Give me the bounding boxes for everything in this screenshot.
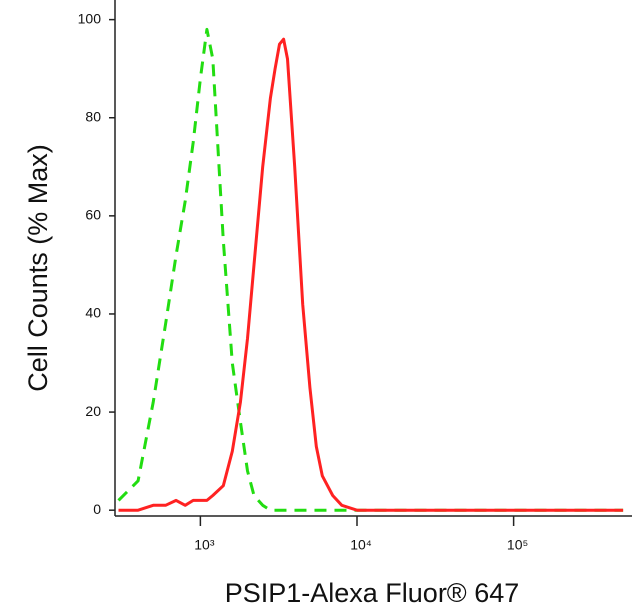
y-tick-label: 40 [85,305,101,321]
x-axis-label: PSIP1-Alexa Fluor® 647 [225,578,520,608]
y-tick-label: 60 [85,207,101,223]
y-axis-label: Cell Counts (% Max) [23,144,53,392]
y-tick-label: 80 [85,108,101,124]
y-tick-label: 100 [78,10,102,26]
x-tick-label: 10³ [194,537,215,553]
y-tick-label: 0 [93,501,101,517]
y-tick-label: 20 [85,403,101,419]
x-tick-label: 10⁵ [507,537,528,553]
series-line [117,27,624,512]
x-tick-label: 10⁴ [350,537,372,553]
series-line [118,37,624,512]
